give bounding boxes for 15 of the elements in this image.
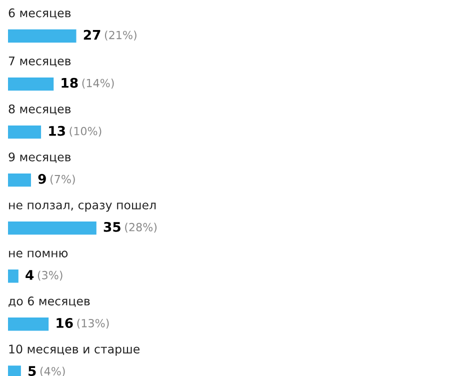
data-label: 18 (14%)	[62, 78, 114, 89]
y-tick-label: 7 месяцев	[8, 56, 71, 67]
data-label: 4 (3%)	[26, 270, 62, 281]
y-tick-label: не помню	[9, 250, 68, 258]
y-tick-label: до 6 месяцев	[8, 296, 90, 307]
data-label: 16 (13%)	[56, 318, 109, 329]
data-label: 27 (21%)	[84, 30, 136, 41]
y-tick-label: 10 месяцев и старше	[9, 344, 140, 356]
data-label: 35 (28%)	[104, 222, 157, 233]
data-label: 13 (10%)	[49, 126, 102, 137]
y-tick-label: 9 месяцев	[8, 152, 71, 163]
y-tick-label: 6 месяцев	[8, 8, 71, 19]
data-label: 9 (7%)	[38, 174, 75, 185]
y-tick-label: не ползал, сразу пошел	[9, 202, 156, 212]
y-tick-label: 8 месяцев	[8, 104, 71, 115]
